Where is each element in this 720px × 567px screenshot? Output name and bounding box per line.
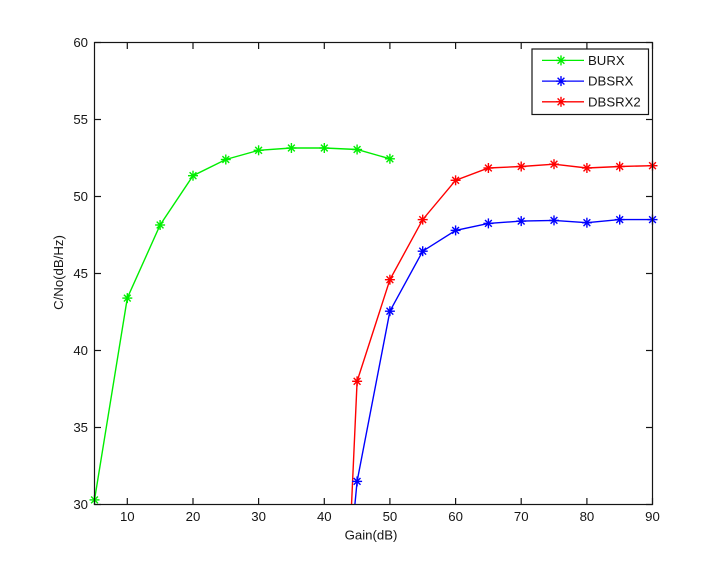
svg-text:50: 50: [73, 189, 88, 204]
svg-text:50: 50: [383, 509, 398, 524]
svg-text:45: 45: [73, 266, 88, 281]
svg-text:20: 20: [186, 509, 201, 524]
svg-text:DBSRX: DBSRX: [588, 74, 634, 89]
svg-text:Gain(dB): Gain(dB): [345, 528, 398, 543]
svg-text:BURX: BURX: [588, 53, 625, 68]
svg-text:55: 55: [73, 112, 88, 127]
svg-text:30: 30: [73, 497, 88, 512]
svg-text:40: 40: [317, 509, 332, 524]
svg-text:30: 30: [251, 509, 266, 524]
svg-text:10: 10: [120, 509, 135, 524]
svg-text:80: 80: [580, 509, 595, 524]
svg-text:40: 40: [73, 343, 88, 358]
svg-text:C/No(dB/Hz): C/No(dB/Hz): [51, 235, 66, 310]
svg-text:60: 60: [73, 35, 88, 50]
svg-text:DBSRX2: DBSRX2: [588, 94, 641, 109]
svg-text:90: 90: [645, 509, 660, 524]
svg-text:70: 70: [514, 509, 529, 524]
svg-text:35: 35: [73, 420, 88, 435]
svg-text:60: 60: [448, 509, 463, 524]
